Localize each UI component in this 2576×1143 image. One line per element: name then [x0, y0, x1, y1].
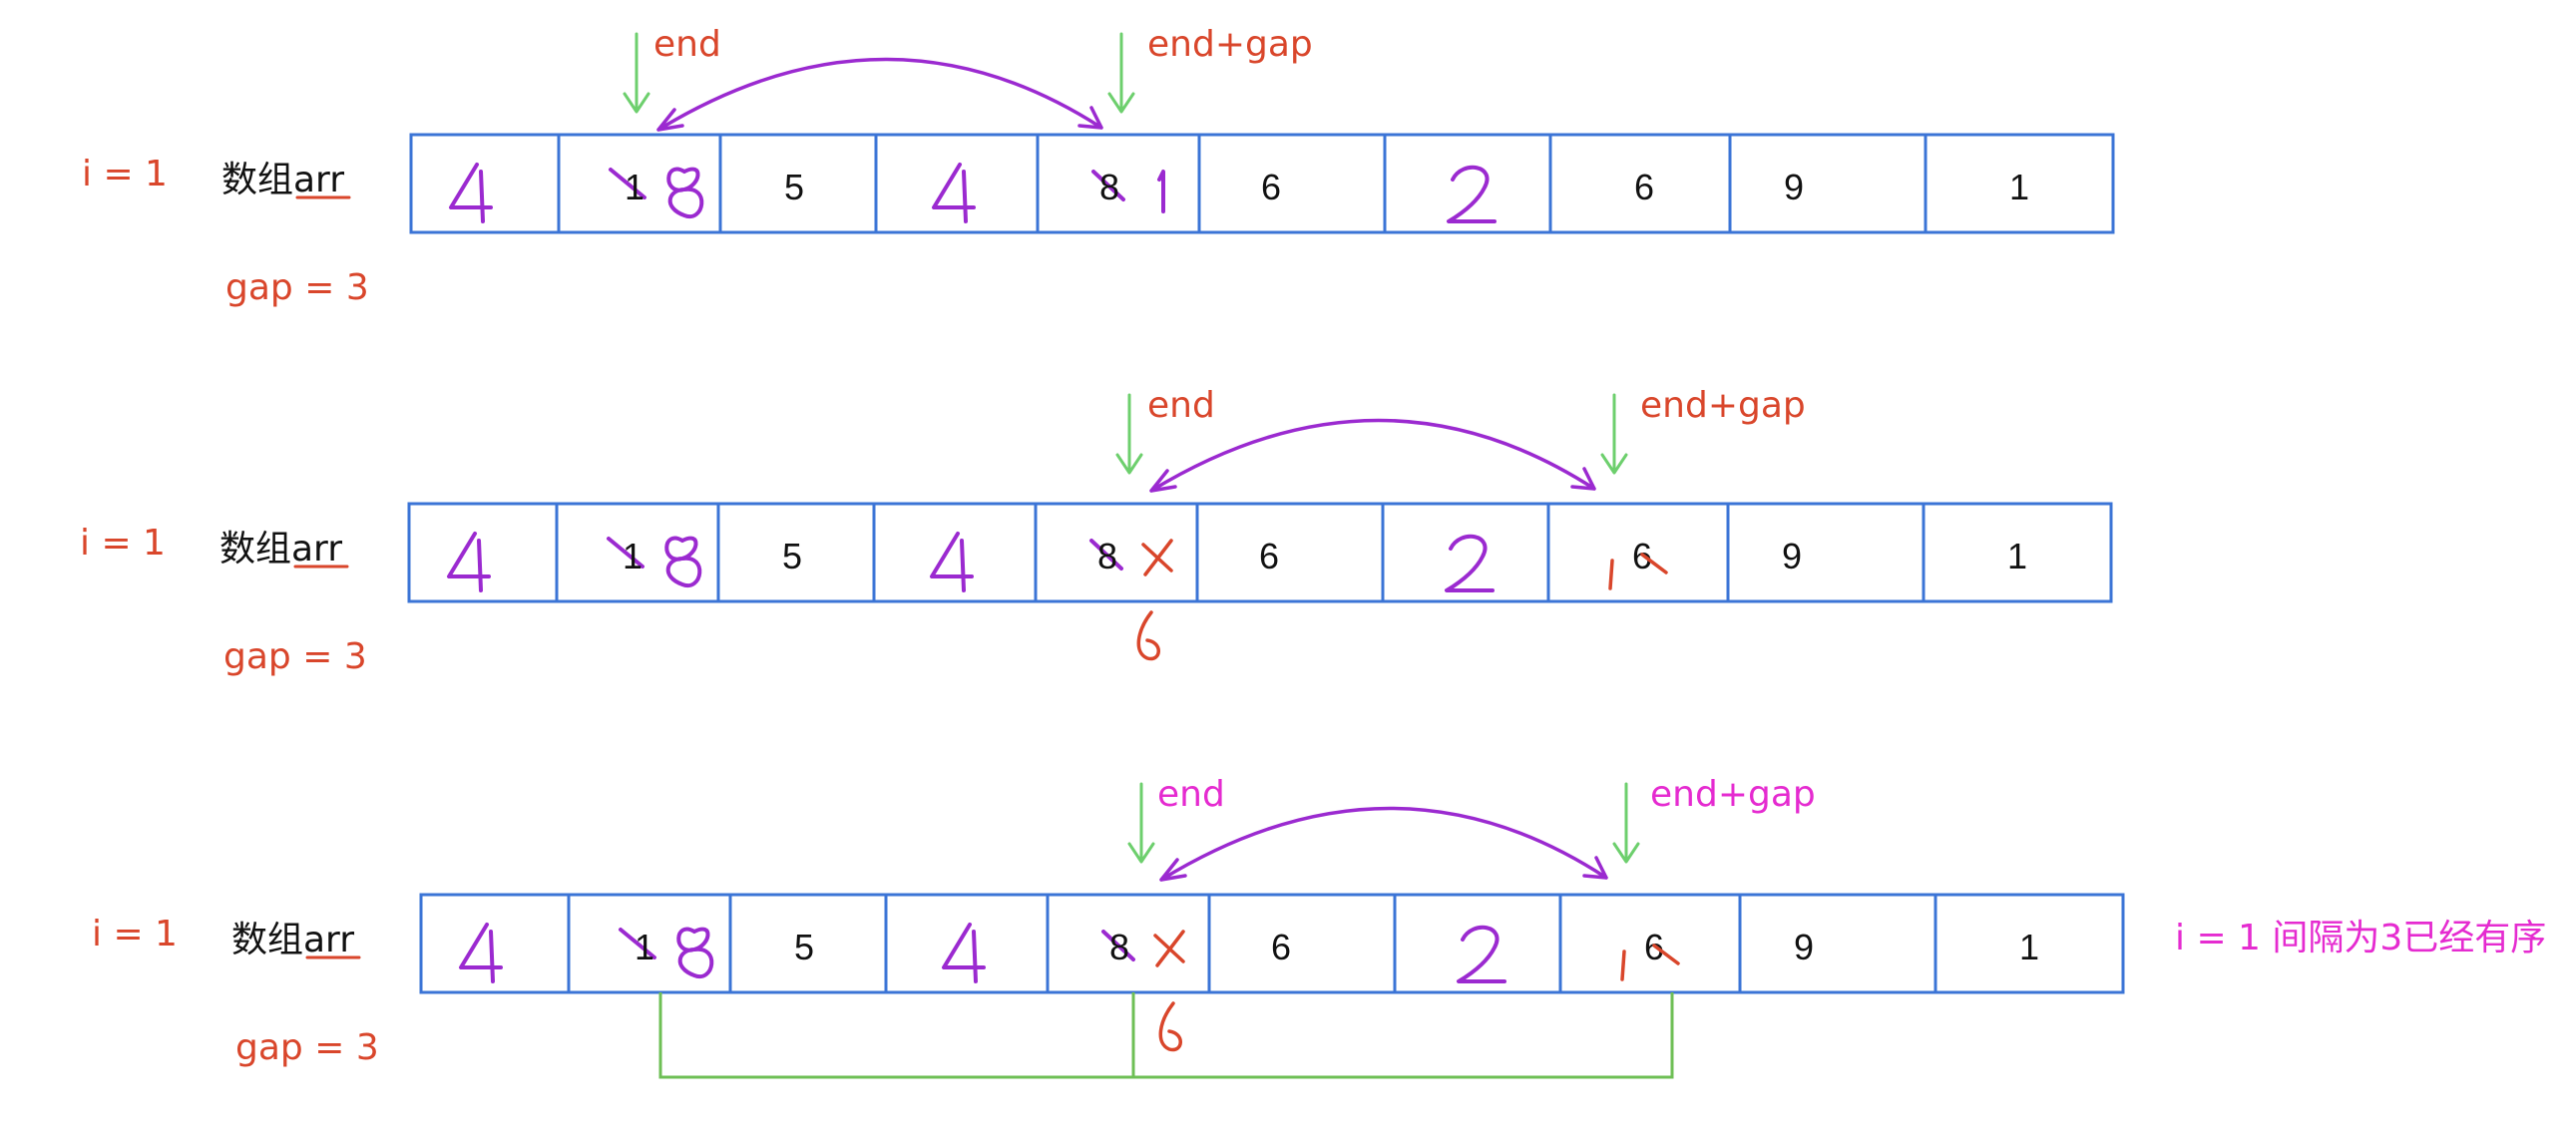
- cell-5: [1195, 502, 1385, 603]
- cell-5-value: 6: [1261, 167, 1281, 207]
- cell-3: [872, 502, 1038, 603]
- hand-2-cell-6: [1445, 534, 1495, 592]
- end-gap-arrow: [1600, 393, 1628, 475]
- hand-strike-cell-1: [609, 168, 646, 199]
- cell-9-value: 1: [2007, 536, 2027, 576]
- array-cells: [407, 502, 2113, 603]
- cell-5: [1197, 133, 1387, 234]
- cell-9-value: 1: [2009, 167, 2029, 207]
- cell-5-value: 6: [1271, 927, 1291, 967]
- cell-0: [409, 133, 561, 234]
- hand-strike-cell-1: [619, 928, 656, 959]
- end-arrow: [1115, 393, 1143, 475]
- cell-1-value: 1: [625, 167, 644, 207]
- array-label: 数组arr: [221, 160, 344, 200]
- cell-8: [1728, 133, 1928, 234]
- cell-5-value: 6: [1259, 536, 1279, 576]
- hand-strike-cell-7: [1652, 944, 1680, 965]
- hand-6-below-cell-4: [1158, 1001, 1182, 1052]
- end-gap-arrow: [1612, 782, 1640, 864]
- cell-1-value: 1: [635, 927, 654, 967]
- hand-8-cell-1: [676, 927, 714, 979]
- hand-1-cell-7: [1620, 950, 1626, 981]
- end-label: end: [1157, 774, 1225, 815]
- hand-8-cell-1: [666, 167, 704, 219]
- end-gap-label: end+gap: [1640, 385, 1806, 426]
- array-cells: [419, 893, 2125, 994]
- i-label: i = 1: [80, 523, 166, 564]
- gap-group-bracket: [658, 992, 1674, 1079]
- swap-arc: [1149, 418, 1596, 493]
- hand-strike-1-cell-4: [1141, 539, 1173, 576]
- hand-6-below-cell-4: [1136, 610, 1160, 661]
- hand-1-cell-4: [1157, 170, 1165, 213]
- cell-8-value: 9: [1784, 167, 1804, 207]
- end-label: end: [653, 24, 721, 65]
- hand-4-cell-0: [447, 532, 491, 592]
- hand-strike-cell-4: [1089, 539, 1123, 571]
- cell-8-value: 9: [1794, 927, 1814, 967]
- array-label: 数组arr: [219, 529, 342, 570]
- cell-0: [419, 893, 571, 994]
- gap-label: gap = 3: [225, 267, 369, 308]
- hand-4-cell-0: [459, 923, 503, 983]
- cell-7-value: 6: [1634, 167, 1654, 207]
- hand-strike-1-cell-4: [1153, 930, 1185, 967]
- gap-label: gap = 3: [223, 636, 367, 677]
- cell-9: [1922, 502, 2113, 603]
- cell-4-value: 8: [1099, 167, 1119, 207]
- array-cells: [409, 133, 2115, 234]
- hand-8-cell-1: [664, 536, 702, 588]
- cell-3: [884, 893, 1050, 994]
- hand-2-cell-6: [1447, 165, 1497, 223]
- hand-strike-cell-4: [1091, 170, 1125, 201]
- hand-strike-cell-4: [1101, 930, 1135, 961]
- hand-strike-cell-7: [1640, 553, 1668, 574]
- end-gap-arrow: [1107, 32, 1135, 114]
- cell-8: [1738, 893, 1937, 994]
- sorted-note: i = 1 间隔为3已经有序: [2175, 918, 2546, 958]
- i-label: i = 1: [92, 914, 178, 954]
- cell-9-value: 1: [2019, 927, 2039, 967]
- end-arrow: [1127, 782, 1155, 864]
- cell-3: [874, 133, 1040, 234]
- panel-3: i = 1 数组arr gap = 3 end end+gap 1: [92, 774, 2546, 1079]
- hand-strike-cell-1: [607, 537, 644, 569]
- panel-1: i = 1 数组arr gap = 3 end end+gap: [82, 24, 2115, 308]
- hand-4-cell-3: [930, 532, 974, 592]
- cell-8-value: 9: [1782, 536, 1802, 576]
- cell-0: [407, 502, 559, 603]
- hand-2-cell-6: [1457, 925, 1506, 983]
- cell-5: [1207, 893, 1397, 994]
- hand-1-cell-7: [1608, 559, 1614, 590]
- array-label: 数组arr: [231, 920, 354, 960]
- end-gap-label: end+gap: [1650, 774, 1816, 815]
- cell-8: [1726, 502, 1926, 603]
- gap-label: gap = 3: [235, 1027, 379, 1068]
- cell-2-value: 5: [784, 167, 804, 207]
- end-gap-label: end+gap: [1147, 24, 1313, 65]
- panel-2: i = 1 数组arr gap = 3 end end+gap 1: [80, 385, 2113, 677]
- cell-6: [1381, 502, 1550, 603]
- cell-2-value: 5: [794, 927, 814, 967]
- i-label: i = 1: [82, 154, 168, 194]
- cell-9: [1924, 133, 2115, 234]
- cell-6: [1383, 133, 1552, 234]
- hand-4-cell-0: [449, 163, 493, 223]
- cell-1-value: 1: [623, 536, 643, 576]
- end-arrow: [623, 32, 650, 114]
- hand-4-cell-3: [932, 163, 976, 223]
- cell-6: [1393, 893, 1562, 994]
- cell-2-value: 5: [782, 536, 802, 576]
- swap-arc: [1159, 806, 1608, 882]
- cell-9: [1933, 893, 2125, 994]
- end-label: end: [1147, 385, 1215, 426]
- hand-4-cell-3: [942, 923, 986, 983]
- swap-arc: [656, 57, 1103, 132]
- cell-4-value: 8: [1109, 927, 1129, 967]
- cell-4-value: 8: [1097, 536, 1117, 576]
